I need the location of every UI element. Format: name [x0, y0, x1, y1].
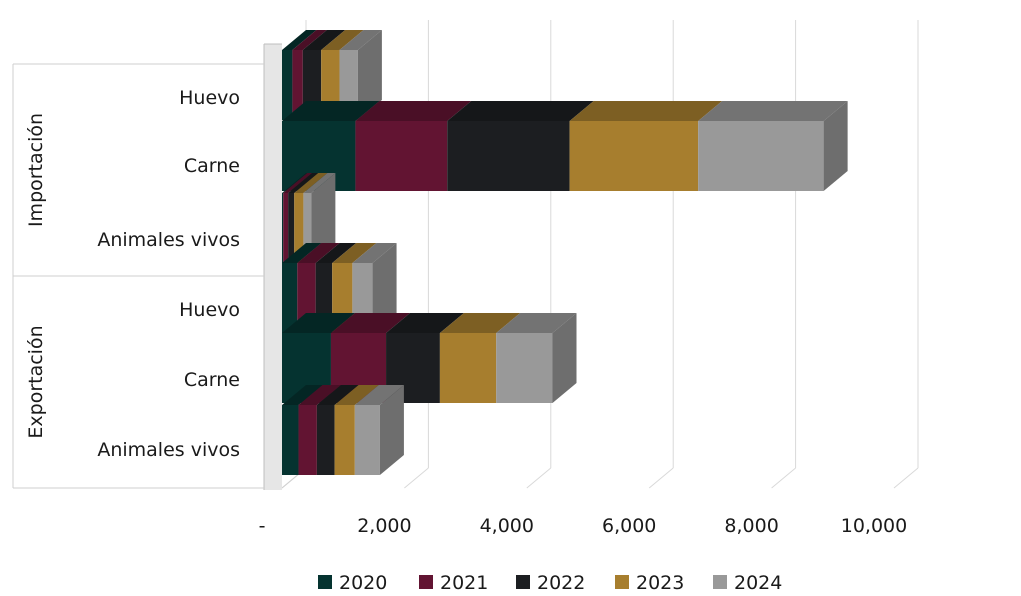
legend-swatch-2022 [516, 575, 530, 589]
group-label: Importación [25, 113, 47, 227]
bar-top-2024 [698, 101, 848, 121]
bar-segment-2024 [496, 333, 553, 403]
bar-segment-2022 [316, 405, 335, 475]
bar-top-2023 [439, 313, 521, 333]
category-label: Huevo [179, 299, 240, 321]
bar-segment-2024 [698, 121, 824, 191]
depth-gridline [648, 467, 674, 489]
bar-segment-2021 [283, 193, 289, 263]
bar-top-2024 [339, 30, 382, 50]
bars [282, 30, 848, 475]
category-label: Huevo [179, 87, 240, 109]
category-labels: Huevo Carne Animales vivos Huevo Carne Animal… [25, 87, 240, 461]
bar-segment-2020 [282, 50, 293, 120]
x-tick-label: 10,000 [841, 515, 907, 537]
bar-side-face [357, 30, 382, 120]
bar-segment-2020 [282, 263, 298, 333]
bar-top-2022 [302, 30, 346, 50]
bar-segment-2023 [569, 121, 699, 191]
legend-label: 2022 [537, 572, 585, 594]
bar-top-2023 [569, 101, 723, 121]
bar-top-2022 [447, 101, 594, 121]
depth-gridline [771, 467, 796, 489]
bar-top-2021 [355, 101, 472, 121]
bar-top-2022 [386, 313, 464, 333]
legend-label: 2024 [734, 572, 782, 594]
bar-top-2022 [316, 385, 359, 405]
x-tick-label: 4,000 [480, 515, 534, 537]
bar-top-2020 [282, 101, 380, 121]
legend-swatch-2021 [419, 575, 433, 589]
bar-top-2021 [292, 30, 327, 50]
group-label: Exportación [25, 325, 47, 438]
bar-segment-2023 [439, 333, 497, 403]
bar-segment-2021 [355, 121, 448, 191]
legend: 2020 2021 2022 2023 2024 [318, 572, 782, 594]
bar-segment-2023 [294, 193, 304, 263]
category-label: Animales vivos [97, 229, 240, 251]
bar-side-face [379, 385, 404, 475]
category-label: Carne [184, 369, 240, 391]
bar-top-2024 [352, 243, 397, 263]
x-tick-label: 8,000 [724, 515, 778, 537]
bar-top-2022 [288, 173, 319, 193]
bar-top-2024 [496, 313, 577, 333]
x-axis-tick-labels: - 2,000 4,000 6,000 8,000 10,000 [259, 515, 908, 537]
bar-top-2023 [332, 243, 377, 263]
bar-top-2023 [334, 385, 379, 405]
bar-side-face [823, 101, 848, 191]
bar-top-2020 [282, 30, 317, 50]
bar-top-2021 [297, 243, 340, 263]
depth-gridline [893, 467, 919, 489]
x-tick-label: 2,000 [357, 515, 411, 537]
bar-top-2022 [315, 243, 357, 263]
bar-segment-2021 [292, 50, 303, 120]
bar-segment-2020 [282, 405, 299, 475]
depth-gridline [526, 467, 552, 489]
bar-top-2021 [283, 173, 313, 193]
x-tick-label: - [259, 515, 266, 537]
legend-label: 2020 [339, 572, 387, 594]
depth-gridline [404, 467, 429, 489]
bar-top-2020 [282, 385, 323, 405]
bar-top-2021 [298, 385, 341, 405]
category-label: Carne [184, 155, 240, 177]
bar-top-2020 [282, 243, 322, 263]
category-axis-frame [12, 43, 282, 490]
bar-top-2024 [303, 173, 336, 193]
bar-segment-2022 [447, 121, 570, 191]
bar-side-face [552, 313, 577, 403]
bar-top-2020 [282, 313, 355, 333]
legend-swatch-2024 [713, 575, 727, 589]
bar-side-face [372, 243, 397, 333]
bar-segment-2024 [303, 193, 312, 263]
category-axis-wall [264, 44, 282, 490]
bar-segment-2020 [282, 193, 284, 263]
category-label: Animales vivos [97, 439, 240, 461]
bar-top-2020 [282, 173, 308, 193]
x-tick-label: 6,000 [602, 515, 656, 537]
bar-top-2023 [321, 30, 364, 50]
legend-swatch-2023 [615, 575, 629, 589]
legend-label: 2021 [440, 572, 488, 594]
bar-top-2023 [294, 173, 328, 193]
bar-top-2021 [330, 313, 411, 333]
bar-segment-2021 [298, 405, 317, 475]
bar-top-2024 [354, 385, 404, 405]
legend-label: 2023 [636, 572, 684, 594]
legend-swatch-2020 [318, 575, 332, 589]
bar-side-face [311, 173, 336, 263]
bar-segment-2023 [334, 405, 355, 475]
bar-segment-2022 [288, 193, 295, 263]
bar-segment-2024 [354, 405, 380, 475]
